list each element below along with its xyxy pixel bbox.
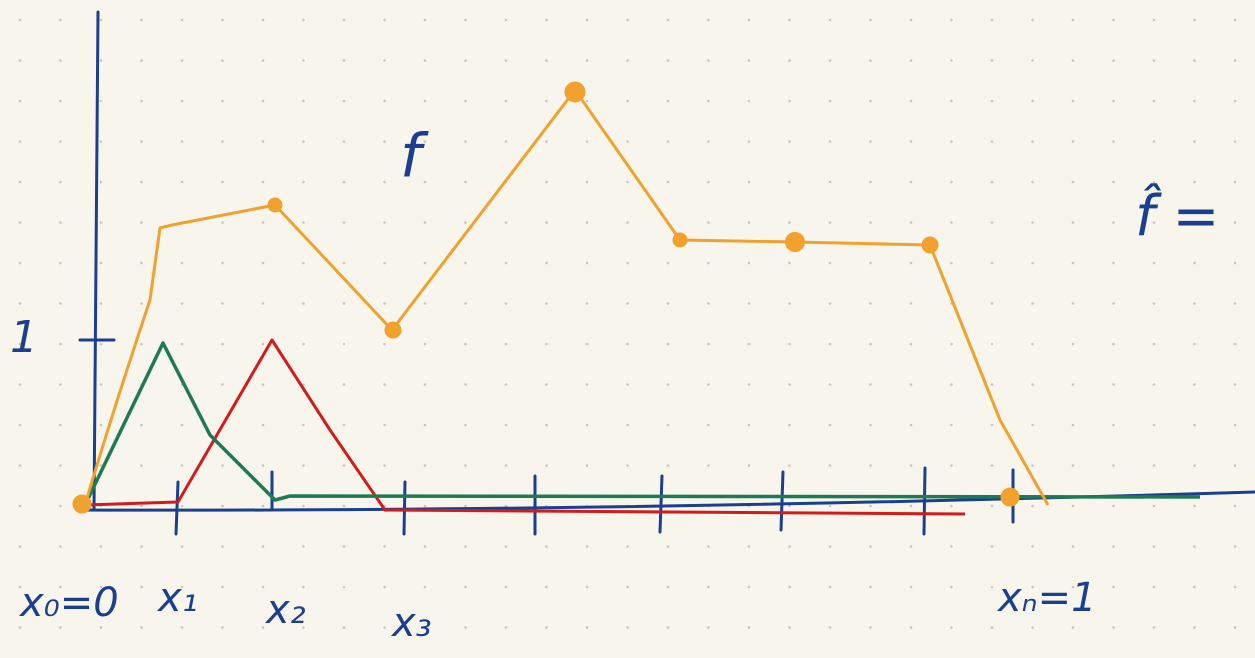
xn-label: xₙ=1 (996, 575, 1097, 621)
hat-function-2 (84, 338, 966, 516)
y-axis (92, 10, 100, 512)
hat-function-1 (83, 341, 1201, 506)
x1-label: x₁ (156, 575, 198, 621)
unit-label: 1 (10, 312, 38, 363)
x-ticks (174, 466, 1015, 536)
x0-label: x₀=0 (18, 580, 119, 626)
f-hat-label: f̂ = (1135, 184, 1219, 249)
x2-label: x₂ (264, 587, 306, 633)
x3-label: x₃ (390, 600, 432, 646)
nodes (72, 81, 1020, 514)
